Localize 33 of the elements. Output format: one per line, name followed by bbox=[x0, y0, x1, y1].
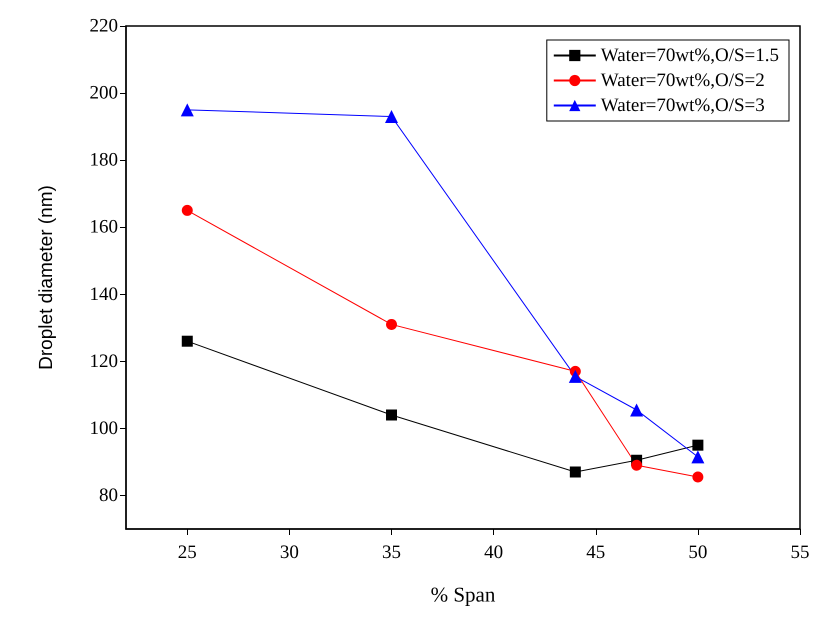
legend-label: Water=70wt%,O/S=3 bbox=[600, 95, 765, 116]
x-tick-label: 50 bbox=[688, 542, 708, 563]
y-tick-label: 100 bbox=[90, 418, 118, 439]
y-axis-title: Droplet diameter (nm) bbox=[36, 185, 57, 370]
point bbox=[692, 440, 704, 451]
point bbox=[180, 103, 194, 116]
x-tick-label: 25 bbox=[178, 542, 197, 563]
y-tick-label: 120 bbox=[90, 350, 118, 372]
x-tick-label: 55 bbox=[790, 542, 810, 563]
point bbox=[385, 110, 398, 124]
y-tick-label: 200 bbox=[90, 82, 118, 104]
point bbox=[570, 466, 581, 478]
x-axis-title: % Span bbox=[430, 582, 496, 606]
y-tick-label: 220 bbox=[90, 16, 118, 36]
point bbox=[630, 403, 644, 416]
point bbox=[182, 336, 193, 347]
y-tick-label: 160 bbox=[90, 216, 118, 238]
x-tick-label: 30 bbox=[280, 542, 299, 563]
y-tick-label: 140 bbox=[90, 284, 118, 305]
x-tick-label: 40 bbox=[484, 542, 504, 563]
legend-label: Water=70wt%,O/S=2 bbox=[600, 70, 765, 91]
point bbox=[386, 409, 398, 420]
point bbox=[691, 450, 704, 464]
y-tick-label: 180 bbox=[90, 150, 118, 171]
x-tick-label: 35 bbox=[382, 542, 402, 563]
point bbox=[631, 460, 642, 471]
point bbox=[692, 472, 704, 483]
x-tick-label: 45 bbox=[586, 542, 606, 563]
legend-label: Water=70wt%,O/S=1.5 bbox=[600, 45, 780, 66]
point bbox=[568, 370, 582, 383]
point bbox=[386, 318, 398, 330]
y-tick-label: 80 bbox=[99, 484, 118, 506]
point bbox=[182, 204, 193, 216]
